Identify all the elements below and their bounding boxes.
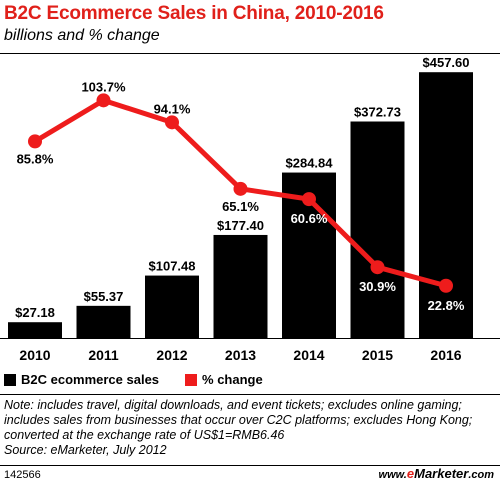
footer-divider — [0, 465, 500, 466]
x-tick-label-2016: 2016 — [430, 347, 461, 363]
note-text: Note: includes travel, digital downloads… — [4, 398, 473, 442]
bar-2015 — [350, 121, 405, 338]
legend-divider — [0, 394, 500, 395]
chart-title: B2C Ecommerce Sales in China, 2010-2016 — [4, 3, 384, 24]
line-point-2014 — [302, 192, 316, 207]
line-value-label-2011: 103.7% — [81, 79, 126, 94]
chart-legend: B2C ecommerce sales % change — [4, 372, 289, 387]
line-value-label-2012: 94.1% — [154, 101, 191, 116]
x-tick-label-2012: 2012 — [156, 347, 187, 363]
line-value-label-2014: 60.6% — [291, 211, 328, 226]
legend-item-line: % change — [185, 372, 263, 387]
legend-swatch-line — [185, 373, 198, 386]
bar-value-label-2012: $107.48 — [149, 259, 196, 274]
bar-value-label-2016: $457.60 — [423, 55, 470, 70]
top-divider — [0, 53, 500, 54]
bar-value-label-2014: $284.84 — [286, 156, 334, 171]
x-tick-label-2015: 2015 — [362, 347, 393, 363]
brand-prefix: www. — [378, 469, 407, 481]
line-point-2011 — [96, 93, 111, 108]
brand-name: Marketer — [414, 466, 469, 481]
bar-2012 — [145, 275, 199, 338]
legend-label-line: % change — [202, 372, 263, 387]
line-value-label-2015: 30.9% — [359, 279, 396, 294]
brand-logo: www.eMarketer.com — [379, 466, 494, 481]
bar-value-label-2013: $177.40 — [217, 218, 264, 233]
line-point-2013 — [233, 181, 248, 196]
bar-2010 — [8, 322, 62, 338]
bar-2016 — [419, 72, 473, 339]
x-tick-label-2011: 2011 — [88, 347, 119, 363]
combo-chart: $27.18 $55.37 $107.48 $177.40 $284.84 $372.73… — [0, 55, 500, 363]
brand-dot: e — [406, 466, 415, 481]
line-point-2010 — [28, 134, 42, 149]
bar-value-label-2010: $27.18 — [15, 305, 55, 320]
line-point-2012 — [165, 115, 179, 130]
chart-id: 142566 — [4, 469, 41, 481]
legend-swatch-bars — [4, 373, 16, 386]
x-tick-label-2010: 2010 — [19, 347, 50, 363]
chart-subtitle: billions and % change — [4, 27, 160, 44]
bar-value-label-2015: $372.73 — [354, 104, 401, 119]
x-tick-label-2013: 2013 — [225, 347, 256, 363]
bar-value-label-2011: $55.37 — [84, 289, 124, 304]
bar-2011 — [76, 305, 131, 338]
chart-notes: Note: includes travel, digital downloads… — [4, 398, 498, 458]
legend-item-bars: B2C ecommerce sales — [4, 372, 159, 387]
source-text: Source: eMarketer, July 2012 — [4, 443, 167, 457]
line-value-label-2010: 85.8% — [17, 151, 54, 166]
line-value-label-2016: 22.8% — [428, 298, 465, 313]
brand-suffix: .com — [468, 469, 494, 481]
bar-2013 — [213, 234, 268, 338]
x-tick-label-2014: 2014 — [293, 347, 324, 363]
line-point-2015 — [370, 260, 385, 275]
legend-label-bars: B2C ecommerce sales — [21, 372, 160, 387]
line-point-2016 — [439, 278, 453, 293]
line-value-label-2013: 65.1% — [222, 199, 259, 214]
